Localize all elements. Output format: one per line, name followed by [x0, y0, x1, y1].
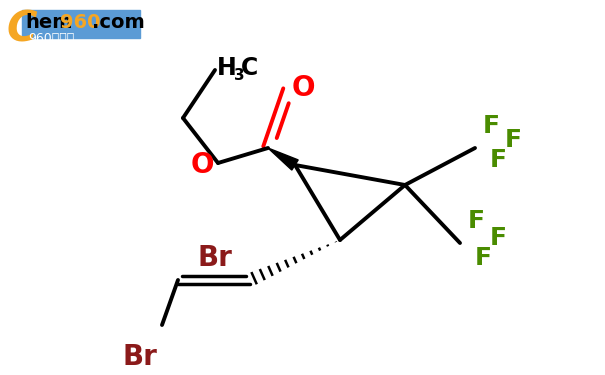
Text: F: F: [505, 128, 522, 152]
Text: F: F: [475, 246, 492, 270]
Text: O: O: [292, 74, 315, 102]
Text: F: F: [468, 209, 485, 233]
Text: .com: .com: [92, 13, 145, 32]
Text: Br: Br: [122, 343, 157, 371]
Text: F: F: [490, 226, 507, 250]
Text: F: F: [490, 148, 507, 172]
Polygon shape: [268, 148, 298, 170]
Text: Br: Br: [197, 244, 232, 272]
Text: 3: 3: [234, 69, 244, 84]
Text: 960化工网: 960化工网: [28, 32, 74, 45]
Text: H: H: [217, 56, 237, 80]
Text: 960: 960: [60, 13, 100, 32]
FancyBboxPatch shape: [22, 10, 140, 38]
Text: C: C: [240, 56, 258, 80]
Text: O: O: [191, 151, 214, 179]
Text: C: C: [7, 8, 38, 50]
Text: hem: hem: [25, 13, 73, 32]
Text: F: F: [483, 114, 500, 138]
